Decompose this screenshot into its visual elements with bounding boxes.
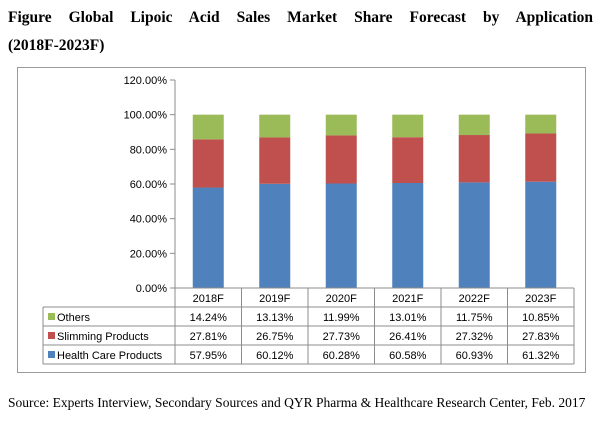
legend-key-health-care-products	[48, 351, 55, 358]
data-table-value: 60.12%	[256, 350, 294, 362]
legend-key-slimming-products	[48, 332, 55, 339]
y-tick-label: 100.00%	[124, 110, 168, 122]
bar-others	[192, 114, 224, 140]
x-category-label: 2018F	[193, 293, 224, 305]
data-table-value: 11.75%	[456, 312, 493, 324]
bar-others	[325, 114, 357, 136]
bar-slimming-products	[192, 139, 224, 188]
data-table-value: 60.93%	[456, 350, 494, 362]
bar-health-care-products	[392, 182, 424, 288]
x-category-label: 2022F	[459, 293, 490, 305]
data-table-value: 61.32%	[522, 350, 560, 362]
data-table-value: 11.99%	[323, 312, 360, 324]
legend-label: Slimming Products	[57, 331, 149, 343]
stacked-bar-chart: 0.00% 20.00% 40.00% 60.00% 80.00% 100.00% 120.…	[42, 75, 575, 365]
x-category-label: 2023F	[525, 293, 556, 305]
x-category-label: 2020F	[326, 293, 357, 305]
figure-title: Figure Global Lipoic Acid Sales Market S…	[8, 9, 593, 26]
legend-key-others	[48, 313, 55, 320]
x-category-label: 2019F	[259, 293, 290, 305]
bar-slimming-products	[325, 135, 357, 184]
y-tick-label: 80.00%	[130, 144, 168, 156]
bar-slimming-products	[392, 137, 424, 183]
source-note: Source: Experts Interview, Secondary Sou…	[8, 395, 586, 410]
bar-health-care-products	[192, 187, 224, 288]
data-table-value: 10.85%	[522, 312, 560, 324]
x-category-label: 2021F	[392, 293, 423, 305]
y-tick-label: 20.00%	[130, 248, 168, 260]
bar-others	[392, 114, 424, 138]
y-tick-label: 60.00%	[130, 179, 168, 191]
bar-health-care-products	[259, 183, 291, 288]
data-table-value: 26.41%	[389, 331, 427, 343]
bar-health-care-products	[458, 182, 490, 288]
data-table-value: 27.73%	[323, 331, 361, 343]
bar-slimming-products	[458, 135, 490, 183]
bar-health-care-products	[325, 183, 357, 288]
bar-health-care-products	[525, 181, 557, 288]
data-table-value: 13.13%	[256, 312, 294, 324]
data-table-value: 14.24%	[190, 312, 228, 324]
data-table-value: 27.81%	[190, 331, 228, 343]
bar-slimming-products	[259, 137, 291, 184]
figure-subtitle: (2018F-2023F)	[8, 37, 105, 54]
legend-label: Others	[57, 312, 91, 324]
data-table-value: 60.28%	[323, 350, 361, 362]
data-table-value: 60.58%	[389, 350, 427, 362]
y-tick-label: 120.00%	[124, 75, 168, 87]
data-table-value: 13.01%	[389, 312, 427, 324]
bar-others	[458, 114, 490, 136]
data-table-value: 26.75%	[256, 331, 294, 343]
y-tick-label: 0.00%	[136, 283, 167, 295]
chart-frame: 0.00% 20.00% 40.00% 60.00% 80.00% 100.00% 120.…	[17, 67, 586, 373]
data-table-value: 27.32%	[456, 331, 494, 343]
y-tick-label: 40.00%	[130, 214, 168, 226]
data-table-value: 27.83%	[522, 331, 560, 343]
bar-slimming-products	[525, 133, 557, 182]
bar-others	[525, 114, 557, 134]
data-table-value: 57.95%	[190, 350, 228, 362]
bar-others	[259, 114, 291, 138]
legend-label: Health Care Products	[57, 350, 163, 362]
